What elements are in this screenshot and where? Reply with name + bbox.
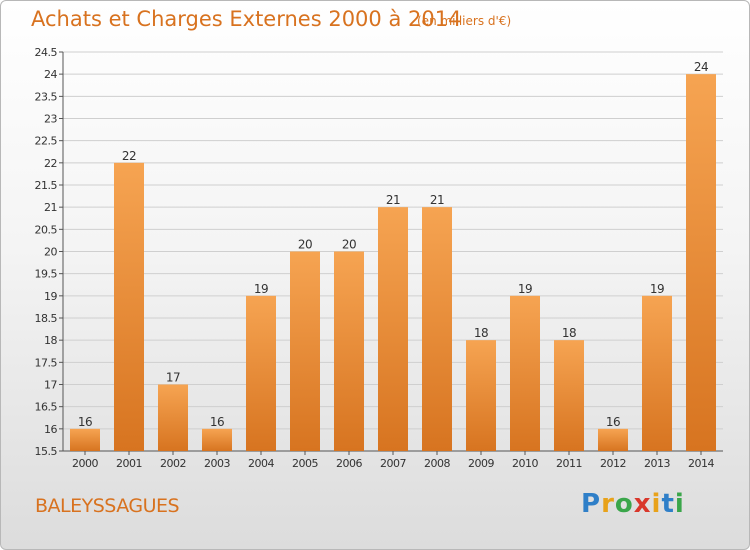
bar-2003 [202, 428, 232, 451]
x-tick-label: 2009 [468, 457, 494, 470]
x-tick-label: 2014 [688, 457, 714, 470]
labels: 16 2000 22 2001 17 2002 16 2003 19 2004 20 2005 20 20… [72, 60, 715, 470]
logo-letter: i [674, 489, 685, 519]
logo-letter: r [601, 489, 615, 519]
bar-2012 [598, 428, 628, 451]
data-label: 16 [210, 415, 224, 429]
bar-2000 [70, 428, 100, 451]
data-label: 18 [474, 326, 488, 340]
data-label: 19 [518, 282, 532, 296]
data-label: 19 [254, 282, 268, 296]
axes: 15.5 16 16.5 17 17.5 18 18.5 19 19.5 20 20.5 21 21.5… [35, 46, 723, 458]
logo-letter: t [661, 489, 675, 519]
data-label: 18 [562, 326, 576, 340]
y-tick-label: 22.5 [35, 135, 58, 148]
x-tick-label: 2002 [160, 457, 186, 470]
y-tick-label: 17 [44, 379, 57, 392]
logo-letter: P [581, 489, 602, 519]
y-tick-label: 18.5 [35, 312, 58, 325]
logo-letter: o [614, 489, 634, 519]
y-tick-label: 16 [44, 423, 57, 436]
data-label: 19 [650, 282, 664, 296]
x-tick-label: 2008 [424, 457, 450, 470]
y-tick-label: 24.5 [35, 46, 58, 59]
x-tick-label: 2006 [336, 457, 362, 470]
x-tick-label: 2012 [600, 457, 626, 470]
chart-title: Achats et Charges Externes 2000 à 2014 [31, 7, 462, 31]
chart-subtitle: (en milliers d'€) [417, 14, 512, 28]
data-label: 17 [166, 371, 180, 385]
x-tick-label: 2000 [72, 457, 98, 470]
data-label: 22 [122, 149, 136, 163]
y-tick-label: 21.5 [35, 179, 58, 192]
x-tick-label: 2003 [204, 457, 230, 470]
data-label: 16 [78, 415, 92, 429]
bars [70, 74, 716, 452]
y-tick-label: 19 [44, 290, 57, 303]
data-label: 16 [606, 415, 620, 429]
y-tick-label: 16.5 [35, 401, 58, 414]
y-tick-label: 19.5 [35, 268, 58, 281]
y-tick-label: 20 [44, 246, 57, 259]
x-tick-label: 2013 [644, 457, 670, 470]
bar-2008 [422, 207, 452, 451]
y-tick-label: 15.5 [35, 445, 58, 458]
bar-2005 [290, 251, 320, 451]
bar-2009 [466, 340, 496, 451]
bar-2007 [378, 207, 408, 451]
logo-letter: x [633, 489, 652, 519]
x-tick-label: 2007 [380, 457, 406, 470]
y-tick-label: 17.5 [35, 356, 58, 369]
data-label: 20 [342, 238, 356, 252]
y-tick-label: 18 [44, 334, 57, 347]
y-tick-label: 20.5 [35, 223, 58, 236]
data-label: 21 [386, 193, 400, 207]
y-tick-label: 23.5 [35, 90, 58, 103]
bar-2004 [246, 295, 276, 451]
commune-name: BALEYSSAGUES [35, 495, 180, 517]
x-tick-label: 2011 [556, 457, 582, 470]
logo-letter: i [651, 489, 662, 519]
data-label: 20 [298, 238, 312, 252]
bar-2006 [334, 251, 364, 451]
bar-2010 [510, 295, 540, 451]
x-tick-label: 2001 [116, 457, 142, 470]
x-tick-label: 2004 [248, 457, 274, 470]
data-label: 24 [694, 60, 708, 74]
data-label: 21 [430, 193, 444, 207]
bar-2001 [114, 162, 144, 452]
x-tick-label: 2010 [512, 457, 538, 470]
bar-2013 [642, 295, 672, 451]
proxiti-logo[interactable]: Proxiti [581, 489, 685, 519]
bar-2014 [686, 74, 716, 452]
y-tick-label: 23 [44, 113, 57, 126]
y-tick-label: 24 [44, 68, 57, 81]
y-tick-label: 22 [44, 157, 57, 170]
bar-2002 [158, 384, 188, 451]
y-tick-label: 21 [44, 201, 57, 214]
x-tick-label: 2005 [292, 457, 318, 470]
bar-2011 [554, 340, 584, 451]
